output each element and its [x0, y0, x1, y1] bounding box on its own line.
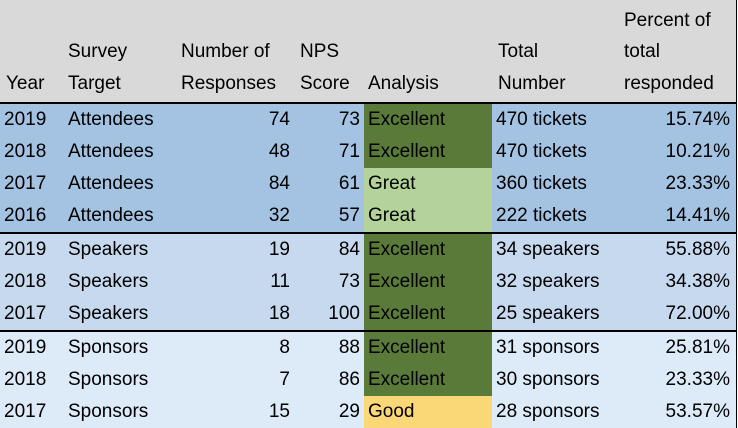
cell-responses[interactable]: 74 — [268, 109, 290, 130]
cell-responses[interactable]: 19 — [268, 239, 290, 260]
cell-analysis[interactable]: Excellent — [364, 298, 492, 330]
cell-total-number[interactable]: 470 tickets — [496, 109, 587, 130]
cell-target[interactable]: Sponsors — [68, 337, 149, 358]
header-year: Year — [6, 72, 45, 94]
cell-year[interactable]: 2017 — [4, 401, 47, 422]
cell-percent[interactable]: 10.21% — [665, 141, 730, 162]
cell-analysis[interactable]: Excellent — [364, 364, 492, 396]
cell-analysis[interactable]: Great — [364, 168, 492, 200]
cell-responses[interactable]: 48 — [268, 141, 290, 162]
cell-responses[interactable]: 18 — [268, 303, 290, 324]
cell-year[interactable]: 2018 — [4, 369, 47, 390]
cell-responses[interactable]: 32 — [268, 205, 290, 226]
cell-nps-score[interactable]: 88 — [338, 337, 360, 358]
table-row: 2018 Sponsors 7 86 Excellent 30 sponsors 23.33… — [0, 364, 736, 396]
header-total-number: Total Number — [498, 41, 566, 94]
cell-total-number[interactable]: 470 tickets — [496, 141, 587, 162]
table-row: 2018 Speakers 11 73 Excellent 32 speakers 34.3… — [0, 266, 736, 298]
cell-analysis[interactable]: Excellent — [364, 332, 492, 364]
cell-responses[interactable]: 8 — [279, 337, 290, 358]
cell-percent[interactable]: 34.38% — [665, 271, 730, 292]
table-row: 2019 Speakers 19 84 Excellent 34 speakers 55.8… — [0, 234, 736, 266]
cell-year[interactable]: 2019 — [4, 109, 47, 130]
cell-target[interactable]: Attendees — [68, 173, 154, 194]
cell-nps-score[interactable]: 73 — [338, 271, 360, 292]
header-percent: Percent of total responded — [624, 9, 714, 94]
group-separator — [0, 330, 736, 332]
cell-total-number[interactable]: 28 sponsors — [496, 401, 600, 422]
cell-year[interactable]: 2016 — [4, 205, 47, 226]
cell-target[interactable]: Sponsors — [68, 401, 149, 422]
cell-nps-score[interactable]: 86 — [338, 369, 360, 390]
cell-percent[interactable]: 15.74% — [665, 109, 730, 130]
cell-nps-score[interactable]: 100 — [328, 303, 360, 324]
cell-total-number[interactable]: 30 sponsors — [496, 369, 600, 390]
cell-year[interactable]: 2019 — [4, 337, 47, 358]
cell-total-number[interactable]: 222 tickets — [496, 205, 587, 226]
cell-analysis[interactable]: Great — [364, 200, 492, 232]
cell-year[interactable]: 2018 — [4, 271, 47, 292]
cell-target[interactable]: Speakers — [68, 239, 149, 260]
cell-total-number[interactable]: 32 speakers — [496, 271, 600, 292]
cell-year[interactable]: 2017 — [4, 173, 47, 194]
cell-nps-score[interactable]: 29 — [338, 401, 360, 422]
cell-target[interactable]: Attendees — [68, 141, 154, 162]
cell-total-number[interactable]: 25 speakers — [496, 303, 600, 324]
table-row: 2019 Sponsors 8 88 Excellent 31 sponsors 25.81… — [0, 332, 736, 364]
cell-percent[interactable]: 23.33% — [665, 369, 730, 390]
cell-year[interactable]: 2019 — [4, 239, 47, 260]
cell-percent[interactable]: 25.81% — [665, 337, 730, 358]
group-separator — [0, 232, 736, 234]
cell-analysis[interactable]: Good — [364, 396, 492, 428]
cell-target[interactable]: Attendees — [68, 109, 154, 130]
header-row: Year Survey Target Number of Responses N… — [0, 0, 736, 104]
header-survey-target: Survey Target — [68, 41, 128, 94]
cell-analysis[interactable]: Excellent — [364, 266, 492, 298]
cell-responses[interactable]: 7 — [279, 369, 290, 390]
table-row: 2016 Attendees 32 57 Great 222 tickets 14.41% — [0, 200, 736, 232]
cell-target[interactable]: Sponsors — [68, 369, 149, 390]
table-row: 2018 Attendees 48 71 Excellent 470 tickets 10.… — [0, 136, 736, 168]
cell-analysis[interactable]: Excellent — [364, 104, 492, 136]
cell-responses[interactable]: 11 — [270, 271, 290, 292]
cell-analysis[interactable]: Excellent — [364, 136, 492, 168]
right-border — [736, 0, 737, 428]
cell-responses[interactable]: 15 — [268, 401, 290, 422]
cell-total-number[interactable]: 34 speakers — [496, 239, 600, 260]
cell-percent[interactable]: 55.88% — [665, 239, 730, 260]
cell-percent[interactable]: 14.41% — [665, 205, 730, 226]
table-row: 2017 Speakers 18 100 Excellent 25 speakers 72.… — [0, 298, 736, 330]
cell-total-number[interactable]: 360 tickets — [496, 173, 587, 194]
cell-analysis[interactable]: Excellent — [364, 234, 492, 266]
cell-nps-score[interactable]: 73 — [338, 109, 360, 130]
cell-target[interactable]: Attendees — [68, 205, 154, 226]
cell-target[interactable]: Speakers — [68, 303, 149, 324]
cell-nps-score[interactable]: 57 — [338, 205, 360, 226]
cell-year[interactable]: 2018 — [4, 141, 47, 162]
header-nps-score: NPS Score — [300, 41, 350, 94]
cell-percent[interactable]: 23.33% — [665, 173, 730, 194]
cell-nps-score[interactable]: 61 — [338, 173, 360, 194]
header-analysis: Analysis — [368, 72, 439, 94]
table-row: 2017 Sponsors 15 29 Good 28 sponsors 53.57% — [0, 396, 736, 428]
cell-percent[interactable]: 72.00% — [665, 303, 730, 324]
cell-target[interactable]: Speakers — [68, 271, 149, 292]
cell-year[interactable]: 2017 — [4, 303, 47, 324]
cell-nps-score[interactable]: 71 — [338, 141, 360, 162]
cell-nps-score[interactable]: 84 — [338, 239, 360, 260]
cell-percent[interactable]: 53.57% — [665, 401, 730, 422]
table-row: 2019 Attendees 74 73 Excellent 470 tickets 15.… — [0, 104, 736, 136]
header-responses: Number of Responses — [181, 41, 277, 94]
cell-total-number[interactable]: 31 sponsors — [496, 337, 600, 358]
cell-responses[interactable]: 84 — [268, 173, 290, 194]
table-row: 2017 Attendees 84 61 Great 360 tickets 23.33% — [0, 168, 736, 200]
